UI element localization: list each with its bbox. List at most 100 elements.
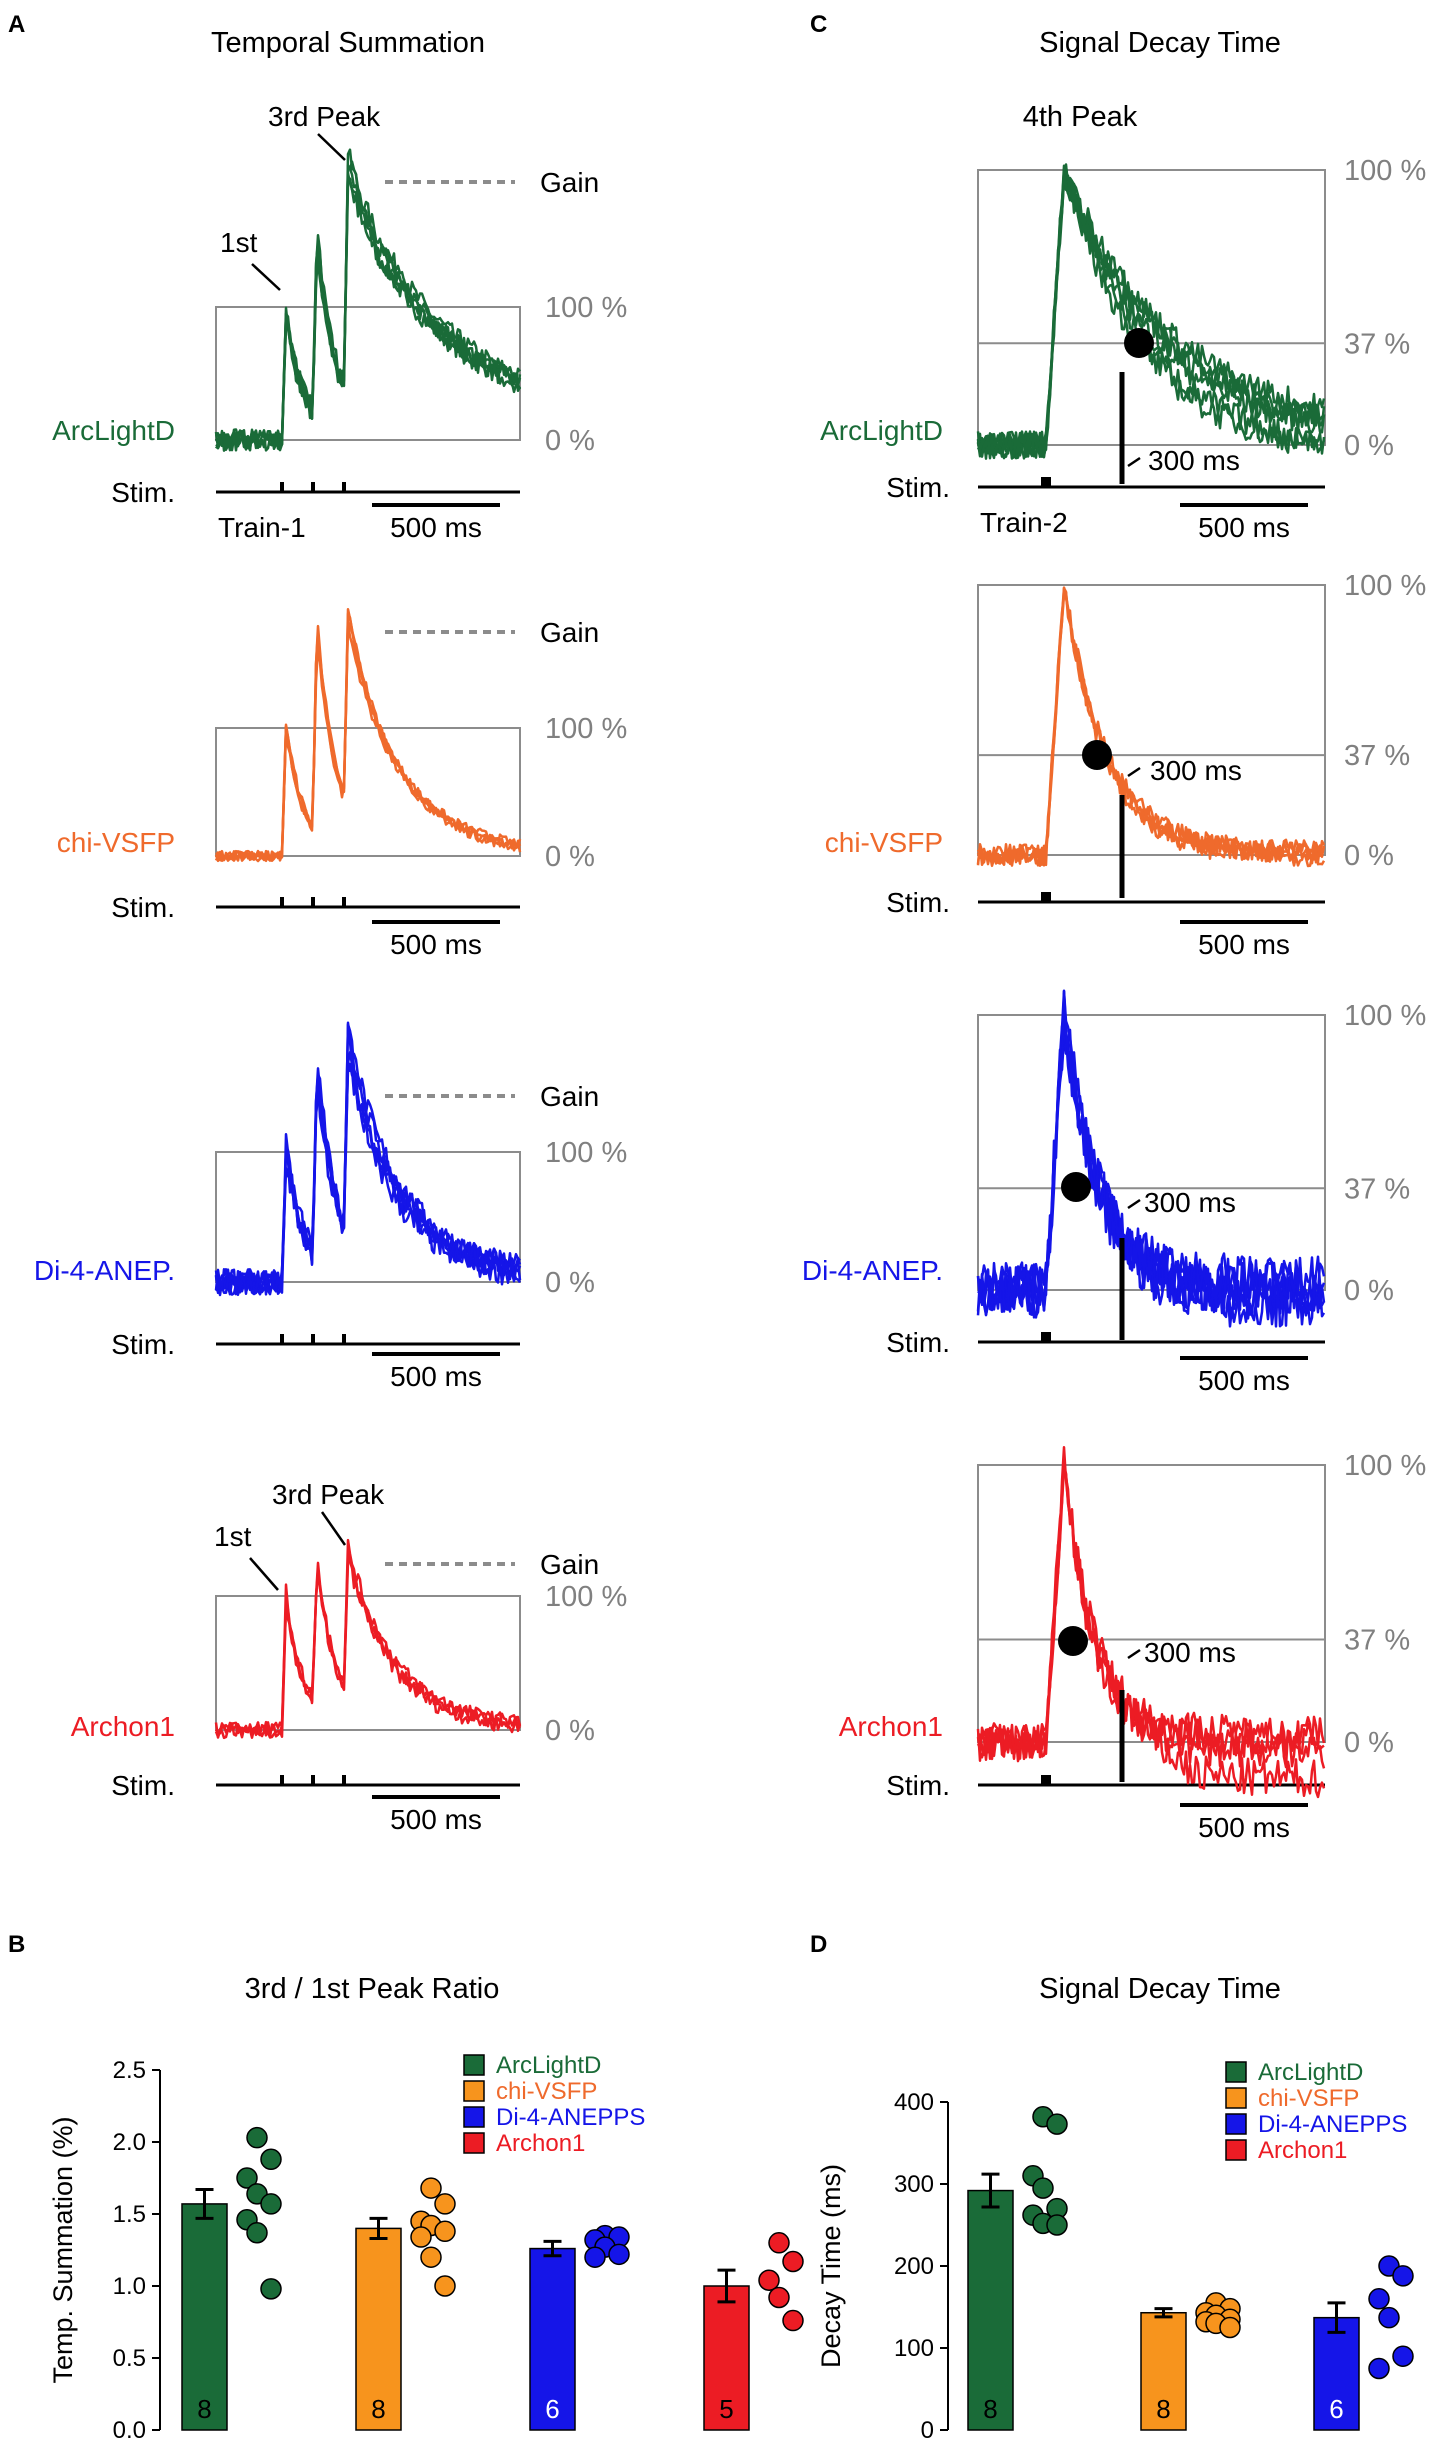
scale-label-c-1: 500 ms <box>1198 929 1290 960</box>
trace-a-2-4 <box>215 1021 522 1296</box>
point-B-0-7 <box>260 2278 282 2300</box>
trace-a-1-2 <box>214 620 522 862</box>
point-D-2-5 <box>1368 2357 1390 2380</box>
legend-label-D-1: chi-VSFP <box>1258 2085 1359 2112</box>
sensor-label-c-2: Di-4-ANEP. <box>802 1255 943 1286</box>
y-tick-label-D-2: 200 <box>894 2253 934 2280</box>
bar-B-2 <box>529 2247 576 2431</box>
bar-n-label-B-0: 8 <box>197 2394 211 2424</box>
trace-c-0-5 <box>976 164 1326 460</box>
third-peak-pointer-a-0 <box>317 133 346 161</box>
bar-B-3 <box>703 2285 750 2431</box>
point-B-0-2 <box>236 2167 258 2189</box>
label-37-c-1: 37 % <box>1344 740 1410 772</box>
scale-label-c-2: 500 ms <box>1198 1365 1290 1396</box>
legend-label-D-3: Archon1 <box>1258 2137 1347 2164</box>
bar-n-label-B-2: 6 <box>545 2394 559 2424</box>
point-B-1-6 <box>420 2246 442 2268</box>
trace-c-3-3 <box>976 1466 1325 1761</box>
third-peak-label-a-0: 3rd Peak <box>268 101 381 132</box>
point-D-2-1 <box>1392 2265 1414 2287</box>
y-tick-label-B-4: 2.0 <box>113 2129 146 2156</box>
panel-a-title: Temporal Summation <box>211 27 485 59</box>
trace-c-1-3 <box>976 590 1326 867</box>
decay-pointer-c-1 <box>1127 766 1141 778</box>
point-D-0-7 <box>1046 2214 1068 2236</box>
decay-pointer-c-3 <box>1127 1648 1141 1660</box>
point-B-0-1 <box>260 2148 282 2171</box>
y-tick-label-D-3: 300 <box>894 2171 934 2198</box>
stim-label-a-2: Stim. <box>111 1329 175 1360</box>
decay-time-bar-chart: 0 100 200 300 400 Decay Time (ms) ArcLightDchi… <box>816 2059 1414 2444</box>
point-B-2-5 <box>584 2246 606 2268</box>
train-label-c-0: Train-2 <box>980 507 1068 538</box>
panel-c-subtitle: 4th Peak <box>1023 101 1138 133</box>
train-label-a-0: Train-1 <box>218 512 306 543</box>
trace-a-1-3 <box>215 621 522 862</box>
stim-train-c-2 <box>1041 1332 1051 1342</box>
y-axis-label-D: Decay Time (ms) <box>816 2164 846 2368</box>
panel-letter-b: B <box>8 1931 25 1958</box>
point-B-3-0 <box>768 2232 790 2254</box>
decay-label-c-2: 300 ms <box>1144 1187 1236 1218</box>
stim-label-c-2: Stim. <box>886 1327 950 1358</box>
stim-train-c-0 <box>1041 477 1051 487</box>
y-tick-label-D-4: 400 <box>894 2089 934 2116</box>
decay-dot-c-3 <box>1058 1626 1088 1656</box>
decay-dot-c-2 <box>1061 1172 1091 1202</box>
point-B-0-6 <box>246 2221 268 2244</box>
label-0-a-1: 0 % <box>545 841 595 873</box>
gain-label-a-3: Gain <box>540 1549 599 1580</box>
bar-n-label-D-2: 6 <box>1329 2394 1343 2424</box>
stim-train-c-1 <box>1041 892 1051 902</box>
point-B-1-7 <box>434 2275 456 2297</box>
sensor-label-c-3: Archon1 <box>839 1711 943 1742</box>
legend-label-B-1: chi-VSFP <box>496 2078 597 2105</box>
decay-dot-c-1 <box>1082 740 1112 770</box>
decay-pointer-c-0 <box>1127 456 1141 468</box>
first-peak-label-a-0: 1st <box>220 227 258 258</box>
trace-c-2-3 <box>976 1018 1326 1327</box>
stim-label-a-1: Stim. <box>111 892 175 923</box>
point-D-1-7 <box>1219 2316 1241 2339</box>
trace-frame-a-3 <box>215 1595 521 1731</box>
point-D-0-1 <box>1046 2113 1068 2135</box>
label-0-c-1: 0 % <box>1344 840 1394 872</box>
trace-a-1-0 <box>215 612 522 863</box>
gain-label-a-0: Gain <box>540 167 599 198</box>
panel-d-title: Signal Decay Time <box>1039 1973 1281 2005</box>
legend-swatch-D-2 <box>1225 2113 1247 2135</box>
legend-swatch-B-1 <box>463 2080 485 2102</box>
label-0-c-2: 0 % <box>1344 1275 1394 1307</box>
y-tick-label-B-5: 2.5 <box>113 2057 146 2084</box>
trace-frame-a-0 <box>215 306 521 441</box>
label-37-c-2: 37 % <box>1344 1173 1410 1205</box>
label-0-c-3: 0 % <box>1344 1727 1394 1759</box>
first-peak-pointer-a-3 <box>249 1557 279 1591</box>
label-100-c-0: 100 % <box>1344 155 1426 187</box>
trace-frame-a-1 <box>215 727 521 857</box>
scale-label-a-3: 500 ms <box>390 1804 482 1835</box>
label-37-c-3: 37 % <box>1344 1625 1410 1657</box>
third-peak-label-a-3: 3rd Peak <box>272 1479 385 1510</box>
scale-label-c-3: 500 ms <box>1198 1812 1290 1843</box>
peak-ratio-bar-chart: 0.0 0.5 1.0 1.5 2.0 2.5 Temp. Summation (%) Arc… <box>48 2052 804 2444</box>
first-peak-pointer-a-0 <box>251 263 281 291</box>
stim-label-c-0: Stim. <box>886 472 950 503</box>
point-B-0-0 <box>246 2126 268 2149</box>
point-B-1-1 <box>434 2193 456 2215</box>
label-0-a-3: 0 % <box>545 1715 595 1747</box>
trace-frame-c-3 <box>977 1464 1326 1743</box>
gain-label-a-2: Gain <box>540 1081 599 1112</box>
legend-swatch-B-3 <box>463 2132 485 2154</box>
y-tick-label-D-0: 0 <box>921 2417 934 2444</box>
y-tick-label-B-0: 0.0 <box>113 2417 146 2444</box>
stim-label-a-0: Stim. <box>111 477 175 508</box>
legend-label-D-2: Di-4-ANEPPS <box>1258 2111 1407 2138</box>
label-100-c-3: 100 % <box>1344 1450 1426 1482</box>
bar-n-label-B-1: 8 <box>371 2394 385 2424</box>
decay-dot-c-0 <box>1124 328 1154 358</box>
decay-label-c-3: 300 ms <box>1144 1637 1236 1668</box>
decay-label-c-1: 300 ms <box>1150 755 1242 786</box>
sensor-label-c-0: ArcLightD <box>820 415 943 446</box>
